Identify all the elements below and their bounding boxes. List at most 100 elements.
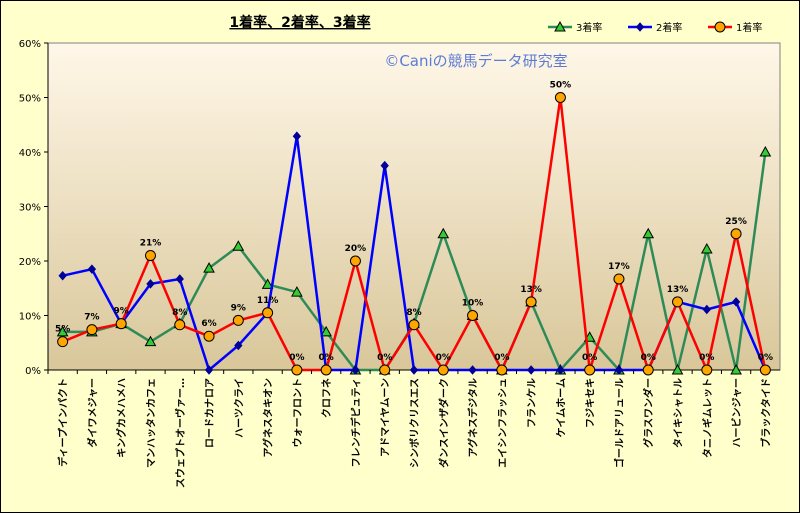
category-label: アグネスデジタル bbox=[467, 378, 480, 457]
data-label: 0% bbox=[319, 353, 334, 363]
data-point-2nd-rate bbox=[204, 365, 214, 375]
category-label: アグネスタキオン bbox=[262, 378, 275, 458]
data-point-1st-rate bbox=[437, 364, 449, 376]
data-label: 9% bbox=[114, 307, 129, 317]
data-point-1st-rate bbox=[320, 364, 332, 376]
data-point-2nd-rate bbox=[731, 297, 741, 307]
data-point-3rd-rate bbox=[730, 363, 742, 375]
category-label: ケイムホーム bbox=[555, 378, 567, 437]
series-layer bbox=[56, 92, 772, 376]
data-label: 13% bbox=[520, 285, 542, 295]
data-label: 6% bbox=[201, 319, 216, 329]
data-point-2nd-rate bbox=[380, 160, 389, 171]
data-point-2nd-rate bbox=[614, 365, 624, 375]
data-point-1st-rate bbox=[232, 314, 244, 326]
category-label: ハービンジャー bbox=[730, 378, 743, 448]
data-point-3rd-rate bbox=[671, 363, 684, 375]
data-point-2nd-rate bbox=[146, 279, 155, 289]
data-point-2nd-rate bbox=[635, 22, 645, 32]
data-label: 20% bbox=[345, 244, 367, 254]
data-label: 0% bbox=[289, 353, 304, 363]
data-labels: 5% 7% 9% 21% 8% 6% 9% 11% 0% 0% 20% 0% 8% 0% 10% 0% 13% 5… bbox=[55, 81, 773, 364]
category-label: フランケル bbox=[526, 378, 538, 428]
legend-label: 3着率 bbox=[576, 21, 602, 34]
plot-area bbox=[47, 42, 781, 371]
data-point-1st-rate bbox=[613, 273, 625, 285]
data-label: 9% bbox=[231, 303, 246, 313]
data-point-1st-rate bbox=[379, 364, 391, 376]
data-point-2nd-rate bbox=[526, 365, 536, 375]
data-label: 13% bbox=[667, 285, 689, 295]
data-point-2nd-rate bbox=[58, 270, 67, 281]
data-point-3rd-rate bbox=[232, 240, 245, 251]
data-point-1st-rate bbox=[174, 319, 186, 331]
y-tick-label: 20% bbox=[19, 257, 41, 268]
data-point-1st-rate bbox=[86, 324, 98, 336]
category-label: キングカメハメハ bbox=[115, 378, 128, 458]
data-point-3rd-rate bbox=[291, 286, 303, 297]
data-label: 25% bbox=[725, 217, 747, 227]
data-point-1st-rate bbox=[730, 228, 742, 240]
data-point-1st-rate bbox=[408, 319, 420, 331]
category-label: シンボリクリスエス bbox=[408, 378, 421, 468]
data-label: 50% bbox=[550, 81, 572, 91]
data-point-2nd-rate bbox=[175, 274, 184, 284]
data-label: 21% bbox=[140, 239, 162, 249]
category-label: タニノギムレット bbox=[701, 378, 714, 458]
data-label: 0% bbox=[582, 353, 597, 363]
y-tick-label: 60% bbox=[19, 39, 41, 50]
data-point-3rd-rate bbox=[261, 278, 274, 289]
category-label: アドマイヤムーン bbox=[380, 378, 392, 457]
watermark-text: ©Caniの競馬データ研究室 bbox=[384, 52, 567, 70]
data-label: 0% bbox=[436, 353, 451, 363]
data-label: 7% bbox=[84, 313, 99, 323]
data-point-1st-rate bbox=[203, 330, 215, 342]
data-label: 0% bbox=[494, 353, 509, 363]
data-point-1st-rate bbox=[115, 318, 127, 330]
data-point-1st-rate bbox=[467, 310, 479, 321]
category-label: ロードカナロア bbox=[204, 378, 216, 448]
category-label: ウォーフロント bbox=[292, 378, 304, 447]
data-point-1st-rate bbox=[262, 307, 274, 319]
category-label: グラスワンダー bbox=[642, 378, 655, 448]
category-label: マンハッタンカフェ bbox=[145, 378, 157, 468]
data-point-3rd-rate bbox=[759, 145, 772, 157]
chart-title: 1着率、2着率、3着率 bbox=[229, 14, 370, 31]
data-point-3rd-rate bbox=[56, 325, 69, 337]
y-tick-label: 10% bbox=[19, 312, 41, 323]
category-label: ダンスインザダーク bbox=[437, 378, 450, 468]
x-axis: ディープインパクト ダイワメジャー キングカメハメハ マンハッタンカフェ スウェプトオー… bbox=[47, 370, 772, 488]
data-label: 8% bbox=[172, 308, 187, 318]
data-label: 0% bbox=[699, 353, 714, 363]
y-tick-label: 40% bbox=[19, 148, 41, 159]
data-point-1st-rate bbox=[144, 250, 156, 262]
legend-label: 2着率 bbox=[656, 21, 682, 34]
category-label: スウェプトオーヴァー… bbox=[174, 378, 187, 488]
data-label: 5% bbox=[55, 325, 70, 335]
category-label: ブラックタイド bbox=[759, 378, 772, 448]
data-point-2nd-rate bbox=[702, 304, 711, 315]
data-label: 0% bbox=[758, 353, 773, 363]
data-point-2nd-rate bbox=[556, 365, 565, 375]
data-point-3rd-rate bbox=[320, 325, 333, 337]
data-point-3rd-rate bbox=[554, 20, 566, 32]
legend-box bbox=[540, 16, 784, 38]
data-label: 17% bbox=[608, 262, 630, 272]
data-point-2nd-rate bbox=[234, 340, 243, 351]
category-label: ゴールドアリュール bbox=[613, 378, 626, 468]
data-point-1st-rate bbox=[496, 364, 508, 376]
data-label: 11% bbox=[257, 296, 279, 306]
data-point-1st-rate bbox=[759, 364, 771, 376]
data-point-3rd-rate bbox=[437, 227, 450, 239]
category-label: ダイワメジャー bbox=[86, 378, 99, 448]
data-point-3rd-rate bbox=[203, 262, 215, 273]
data-point-1st-rate bbox=[554, 92, 566, 103]
data-point-3rd-rate bbox=[642, 227, 655, 239]
data-label: 10% bbox=[462, 299, 484, 309]
legend: 3着率 2着率 1着率 bbox=[540, 16, 784, 38]
legend-label: 1着率 bbox=[736, 21, 762, 34]
category-label: クロフネ bbox=[321, 378, 333, 418]
data-label: 0% bbox=[377, 353, 392, 363]
category-label: ハーツクライ bbox=[233, 378, 245, 438]
